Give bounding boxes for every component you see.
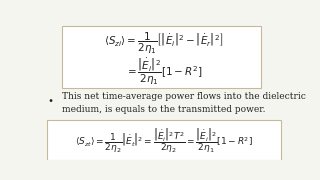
FancyBboxPatch shape <box>47 120 281 160</box>
Text: This net time-average power flows into the dielectric: This net time-average power flows into t… <box>62 92 306 101</box>
Text: $\langle S_{zt} \rangle = \dfrac{1}{2\eta_2}\left|\dot{E}_t\right|^2 = \dfrac{\l: $\langle S_{zt} \rangle = \dfrac{1}{2\et… <box>75 126 253 155</box>
Text: $\bullet$: $\bullet$ <box>47 94 54 104</box>
FancyBboxPatch shape <box>62 26 261 88</box>
Text: medium, is equals to the transmitted power.: medium, is equals to the transmitted pow… <box>62 105 266 114</box>
Text: $= \dfrac{\left|\dot{E}_i\right|^2}{2\eta_1}\left[1 - R^2\right]$: $= \dfrac{\left|\dot{E}_i\right|^2}{2\et… <box>125 56 203 87</box>
Text: $\langle S_{zi} \rangle = \dfrac{1}{2\eta_1}\left[\left|\dot{E}_i\right|^2 - \le: $\langle S_{zi} \rangle = \dfrac{1}{2\et… <box>104 31 224 56</box>
